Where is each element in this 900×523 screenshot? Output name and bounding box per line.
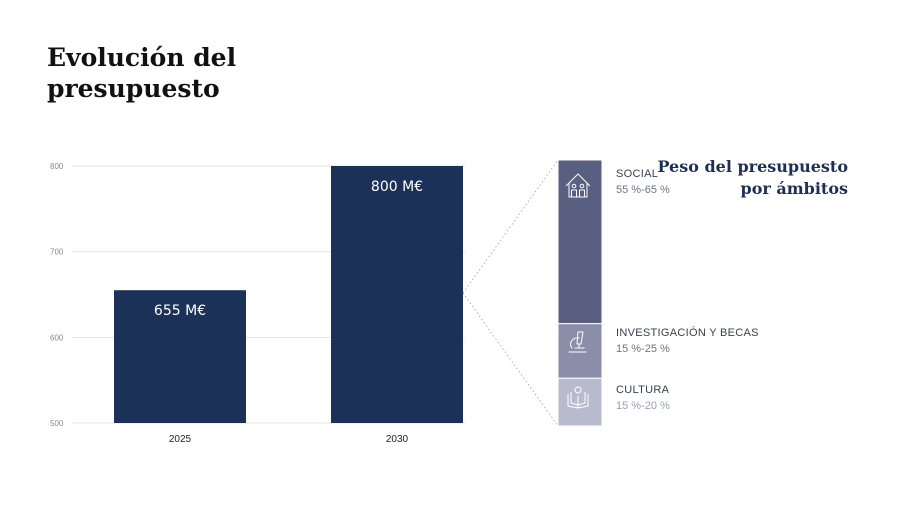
connector-lines	[462, 159, 559, 427]
people-house-icon	[565, 173, 591, 198]
stacked-breakdown-bar	[557, 159, 603, 427]
microscope-icon	[568, 331, 587, 353]
x-tick-label: 2030	[386, 434, 409, 445]
bar-value-label: 655 M€	[154, 303, 206, 319]
book-icon	[567, 386, 589, 409]
legend-cultura-name: CULTURA	[616, 384, 670, 396]
segment-investigación	[557, 323, 603, 379]
segment-cultura	[557, 377, 603, 427]
bars: 655 M€ 2025 800 M€ 2030	[114, 166, 463, 445]
y-tick-label: 700	[50, 248, 64, 257]
y-tick-label: 500	[50, 419, 64, 428]
legend-social-name: SOCIAL	[616, 168, 659, 180]
connector-line	[462, 159, 559, 294]
legend-cultura-range: 15 %-20 %	[616, 400, 670, 412]
legend-social-range: 55 %-65 %	[616, 184, 670, 196]
bar-value-label: 800 M€	[371, 179, 423, 195]
breakdown-title: Peso del presupuesto por ámbitos	[657, 157, 848, 198]
segment-social	[557, 159, 603, 325]
legend-investigacion-name: INVESTIGACIÓN Y BECAS	[616, 327, 759, 339]
legend-cultura: CULTURA 15 %-20 %	[616, 383, 670, 414]
legend-social: SOCIAL 55 %-65 %	[616, 167, 670, 198]
bar-2025	[114, 290, 246, 423]
y-tick-label: 600	[50, 333, 64, 342]
x-tick-label: 2025	[169, 434, 192, 445]
bar-2030	[331, 166, 463, 423]
page-title: Evolución del presupuesto	[47, 43, 237, 103]
connector-line	[462, 292, 559, 427]
y-tick-label: 800	[50, 162, 64, 171]
y-axis-ticks: 500 600 700 800	[50, 162, 64, 428]
legend-investigacion-range: 15 %-25 %	[616, 343, 670, 355]
legend-investigacion: INVESTIGACIÓN Y BECAS 15 %-25 %	[616, 326, 759, 357]
